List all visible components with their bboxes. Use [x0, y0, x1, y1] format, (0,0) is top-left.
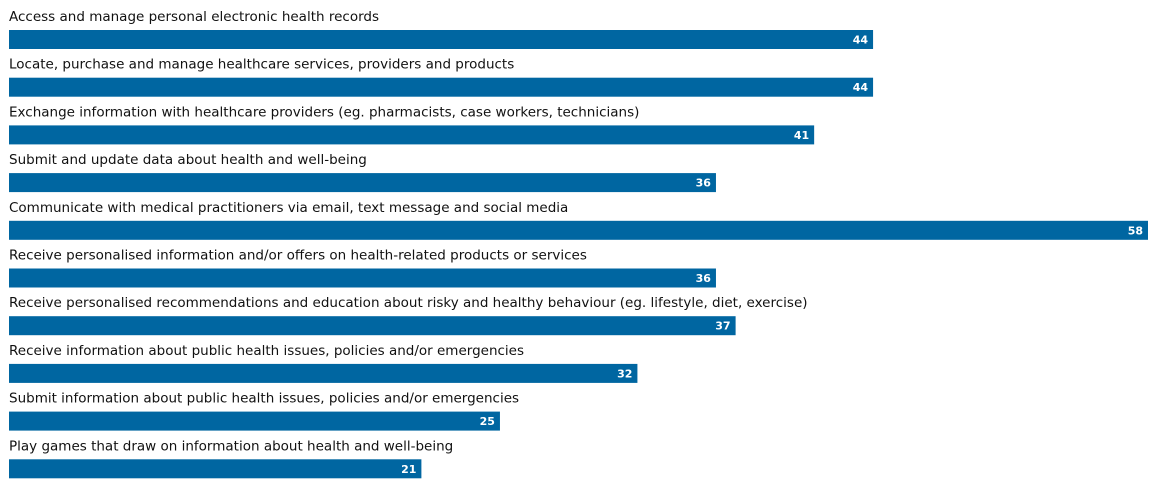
value-label: 32: [617, 367, 632, 380]
bar: [9, 268, 716, 288]
bar: [9, 30, 874, 49]
value-label: 58: [1128, 224, 1143, 237]
bar: [9, 173, 716, 193]
bar: [9, 411, 500, 431]
category-label: Submit information about public health i…: [9, 391, 519, 407]
value-label: 44: [853, 81, 869, 94]
category-label: Receive information about public health …: [9, 343, 524, 359]
category-label: Receive personalised recommendations and…: [9, 295, 808, 311]
category-label: Submit and update data about health and …: [9, 152, 367, 168]
value-label: 41: [794, 129, 809, 142]
category-label: Play games that draw on information abou…: [9, 438, 453, 454]
category-label: Locate, purchase and manage healthcare s…: [9, 57, 514, 73]
category-label: Receive personalised information and/or …: [9, 248, 587, 264]
value-label: 37: [715, 320, 730, 333]
category-label: Access and manage personal electronic he…: [9, 9, 379, 25]
value-label: 44: [853, 34, 869, 47]
bar: [9, 77, 874, 97]
bar: [9, 363, 638, 383]
bar: [9, 459, 422, 479]
value-label: 36: [696, 177, 712, 190]
bar: [9, 316, 736, 336]
value-label: 21: [401, 463, 416, 476]
category-label: Exchange information with healthcare pro…: [9, 104, 639, 120]
value-label: 36: [696, 272, 712, 285]
bar: [9, 220, 1148, 240]
category-label: Communicate with medical practitioners v…: [9, 200, 568, 216]
bar: [9, 125, 815, 145]
value-label: 25: [480, 415, 495, 428]
